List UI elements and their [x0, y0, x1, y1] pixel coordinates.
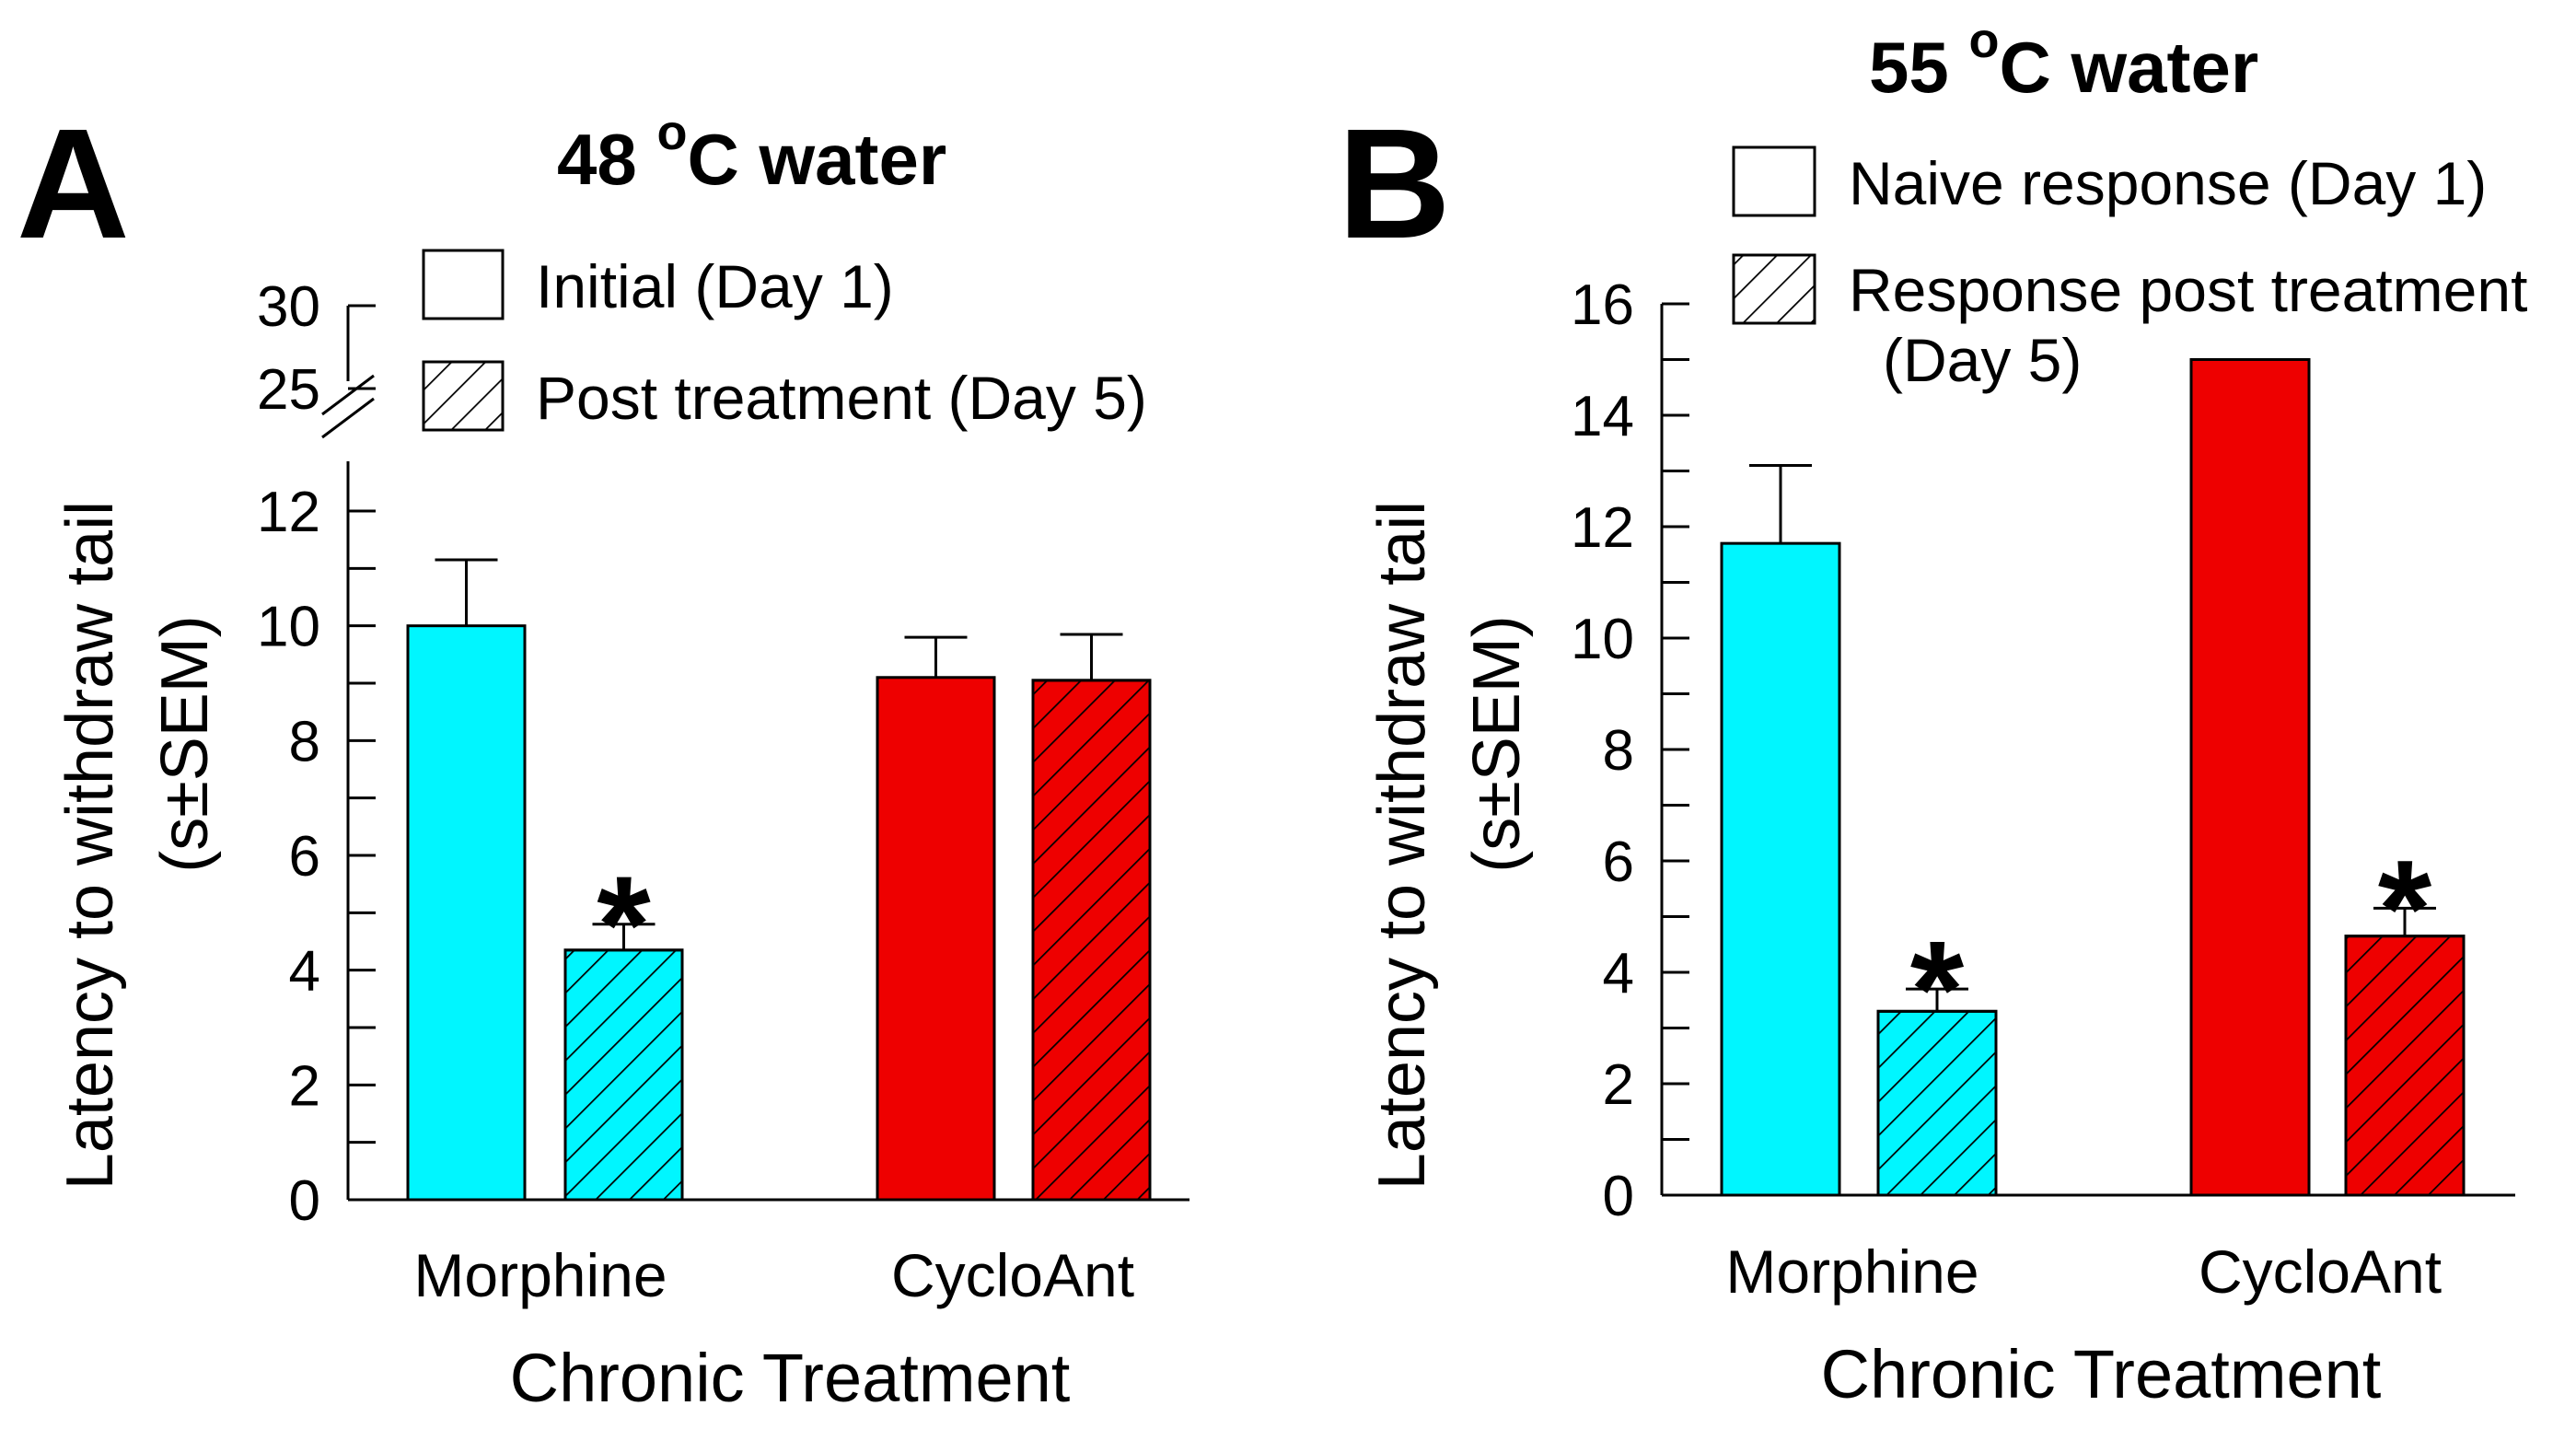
panel-a-ytick-label: 25: [257, 358, 320, 422]
panel-b-legend-label-post: Response post treatment: [1849, 256, 2527, 324]
panel-b-ytick-label: 14: [1571, 385, 1634, 448]
panel-a-ylabel: Latency to withdraw tail: [53, 501, 127, 1190]
panel-a-title-suffix: C water: [687, 119, 946, 200]
panel-b-legend-label-naive: Naive response (Day 1): [1849, 149, 2487, 217]
panel-a-title: 48 oC water: [557, 105, 946, 200]
panel-a-category-morphine: Morphine: [413, 1241, 667, 1309]
panel-b-ytick-label: 8: [1603, 719, 1634, 783]
panel-a-ytick-label: 8: [289, 710, 320, 773]
panel-b-ylabel-unit: (s±SEM): [1460, 615, 1534, 873]
panel-a-bar-cycloant-day1: [876, 676, 996, 1202]
panel-b-bar-morphine-day1: [1720, 541, 1841, 1197]
panel-b-bar-cycloant-day5-hatch: [2344, 935, 2466, 1197]
panel-b-plot: 0 2 4 6 8 10 12 14 16 * *: [1571, 273, 2515, 1228]
panel-a-letter: A: [17, 97, 130, 272]
panel-b-legend-label-post-line2: (Day 5): [1883, 326, 2082, 394]
panel-a-bar-morphine-day5-significance-star: *: [597, 847, 651, 1002]
panel-a-legend-label-initial: Initial (Day 1): [536, 252, 894, 320]
panel-b-ytick-label: 10: [1571, 608, 1634, 671]
panel-b-xlabel: Chronic Treatment: [1821, 1336, 2382, 1412]
panel-a-plot: 25 30 0 2 4 6 8 10 12 *: [257, 275, 1189, 1233]
panel-a-legend-label-post: Post treatment (Day 5): [536, 364, 1147, 432]
panel-a: A 48 oC water Latency to withdraw tail (…: [17, 97, 1147, 1416]
panel-a-axis-break-mark: [321, 374, 375, 416]
panel-a-legend-swatch-initial: [422, 249, 505, 320]
panel-b-bar-morphine-day5-hatch: [1876, 1009, 1998, 1197]
panel-b-bar-morphine-day5-significance-star: *: [1910, 912, 1965, 1066]
panel-b-ytick-label: 4: [1603, 942, 1634, 1005]
panel-b: B 55 oC water Latency to withdraw tail (…: [1338, 13, 2527, 1412]
panel-a-axis-break-mark: [321, 397, 375, 439]
panel-b-ytick-label: 12: [1571, 496, 1634, 560]
panel-a-title-degree: o: [656, 105, 687, 160]
panel-b-title-prefix: 55: [1869, 27, 1968, 108]
panel-b-legend-swatch-post: [1732, 253, 1816, 325]
panel-a-ytick-label: 6: [289, 825, 320, 889]
panel-a-ytick-label: 12: [257, 481, 320, 544]
panel-a-bar-morphine-day1: [406, 624, 527, 1202]
panel-b-letter: B: [1338, 97, 1451, 272]
panel-b-title: 55 oC water: [1869, 13, 2258, 108]
panel-a-ytick-label: 10: [257, 596, 320, 659]
panel-b-legend-swatch-naive: [1732, 145, 1816, 217]
panel-a-xlabel: Chronic Treatment: [510, 1340, 1071, 1416]
panel-a-ylabel-unit: (s±SEM): [148, 615, 222, 873]
panel-a-bar-cycloant-day5-hatch: [1031, 679, 1152, 1202]
panel-b-ytick-label: 0: [1603, 1165, 1634, 1228]
panel-a-title-prefix: 48: [557, 119, 656, 200]
panel-b-category-morphine: Morphine: [1725, 1237, 1978, 1306]
panel-b-bar-cycloant-day5-significance-star: *: [2378, 831, 2432, 985]
panel-b-title-degree: o: [1968, 13, 1999, 68]
panel-a-ytick-label: 4: [289, 940, 320, 1004]
chart-marks: 25 30 0 2 4 6 8 10 12 * 0 2 4 6 8 10 12 14 16 * *: [257, 273, 2515, 1233]
panel-b-category-cycloant: CycloAnt: [2199, 1237, 2442, 1306]
panel-a-ytick-label: 2: [289, 1054, 320, 1118]
panel-b-bar-cycloant-day1: [2189, 358, 2311, 1197]
panel-b-ylabel: Latency to withdraw tail: [1365, 501, 1439, 1190]
panel-a-ytick-label: 0: [289, 1169, 320, 1233]
panel-b-ytick-label: 6: [1603, 831, 1634, 894]
panel-a-legend-swatch-post: [422, 360, 505, 432]
panel-a-category-cycloant: CycloAnt: [891, 1241, 1134, 1309]
panel-b-ytick-label: 2: [1603, 1053, 1634, 1117]
panel-a-ytick-label: 30: [257, 275, 320, 339]
panel-b-title-suffix: C water: [1999, 27, 2258, 108]
panel-b-ytick-label: 16: [1571, 273, 1634, 337]
